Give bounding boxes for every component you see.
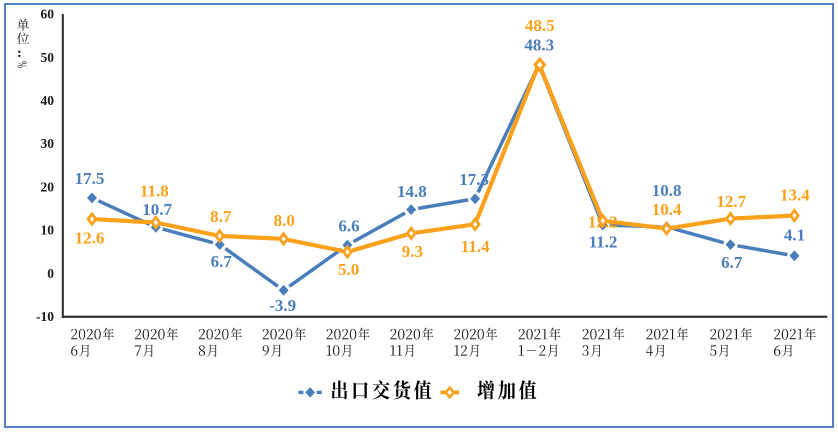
svg-text:11.2: 11.2	[589, 233, 618, 252]
svg-text:5.0: 5.0	[338, 260, 359, 279]
svg-text:10.4: 10.4	[652, 200, 682, 219]
svg-text:40: 40	[41, 93, 55, 108]
svg-text:48.3: 48.3	[524, 35, 554, 54]
svg-text:10.8: 10.8	[652, 181, 682, 200]
svg-text:%: %	[14, 61, 28, 68]
svg-text:8.0: 8.0	[274, 211, 295, 230]
svg-text:-10: -10	[36, 309, 54, 324]
svg-text:13.4: 13.4	[780, 186, 810, 205]
svg-text:4.1: 4.1	[784, 226, 805, 245]
svg-text:-3.9: -3.9	[269, 296, 296, 315]
svg-text:11.4: 11.4	[461, 237, 490, 256]
svg-text:6.7: 6.7	[721, 253, 743, 272]
svg-text:50: 50	[41, 50, 55, 65]
svg-text:10: 10	[41, 223, 55, 238]
svg-text:17.5: 17.5	[75, 169, 105, 188]
svg-text:48.5: 48.5	[525, 16, 555, 35]
svg-text:12.7: 12.7	[716, 192, 746, 211]
svg-text:9.3: 9.3	[402, 242, 423, 261]
svg-text:6.6: 6.6	[338, 217, 359, 236]
svg-text:11.8: 11.8	[140, 182, 169, 201]
svg-text:6.7: 6.7	[211, 252, 233, 271]
svg-text:30: 30	[41, 136, 55, 151]
svg-text:60: 60	[41, 7, 55, 22]
svg-text:17.3: 17.3	[459, 170, 489, 189]
svg-text:0: 0	[47, 266, 54, 281]
svg-text:14.8: 14.8	[397, 182, 427, 201]
svg-text:20: 20	[41, 179, 55, 194]
svg-text:8.7: 8.7	[210, 207, 232, 226]
svg-text:12.6: 12.6	[75, 229, 105, 248]
svg-text:10.7: 10.7	[142, 200, 172, 219]
